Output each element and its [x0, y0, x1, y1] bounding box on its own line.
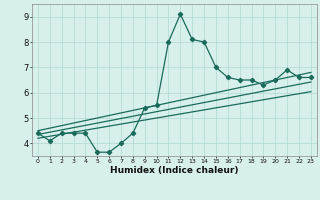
X-axis label: Humidex (Indice chaleur): Humidex (Indice chaleur) [110, 166, 239, 175]
